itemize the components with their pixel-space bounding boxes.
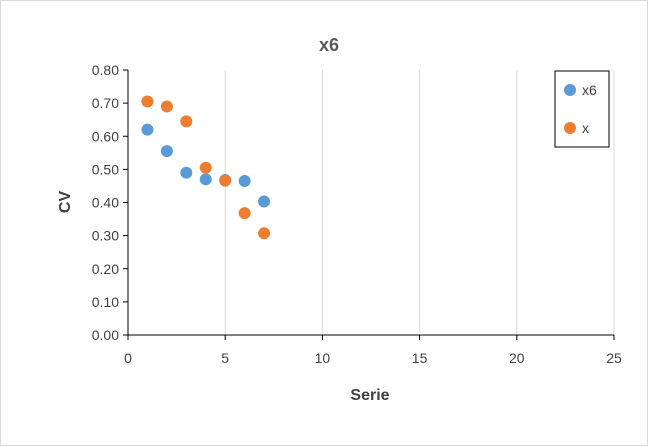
x-axis-title: Serie: [350, 387, 389, 404]
y-tick-labels: 0.00 0.10 0.20 0.30 0.40 0.50 0.60 0.70 0.80: [92, 62, 119, 343]
data-point-series-2: [160, 100, 173, 113]
data-point-series-2: [238, 207, 251, 220]
data-point-series-1: [180, 166, 193, 179]
data-point-series-1: [141, 123, 154, 136]
x-tick-label: 10: [315, 350, 331, 366]
legend-label: x6: [582, 82, 597, 98]
x-tick-label: 20: [509, 350, 525, 366]
data-point-series-2: [219, 174, 232, 187]
x-tick-label: 15: [412, 350, 428, 366]
x-tick-label: 0: [124, 350, 132, 366]
x-tick-label: 25: [606, 350, 622, 366]
x-tick-labels: 0 5 10 15 20 25: [124, 350, 622, 366]
chart-title: x6: [319, 35, 339, 55]
data-point-series-2: [180, 115, 193, 128]
data-points: [141, 95, 271, 240]
axes: [123, 69, 615, 340]
y-tick-label: 0.10: [92, 294, 119, 310]
y-tick-label: 0.20: [92, 261, 119, 277]
legend-marker: [564, 84, 576, 96]
y-tick-label: 0.30: [92, 228, 119, 244]
data-point-series-1: [199, 173, 212, 186]
gridlines: [224, 70, 615, 335]
x-tick-label: 5: [221, 350, 229, 366]
legend-label: x: [582, 120, 589, 136]
data-point-series-1: [258, 195, 271, 208]
legend-marker: [564, 122, 576, 134]
data-point-series-2: [199, 161, 212, 174]
y-tick-label: 0.80: [92, 62, 119, 78]
y-tick-label: 0.70: [92, 95, 119, 111]
data-point-series-1: [238, 174, 251, 187]
y-tick-label: 0.50: [92, 161, 119, 177]
y-tick-label: 0.40: [92, 195, 119, 211]
y-tick-label: 0.00: [92, 327, 119, 343]
data-point-series-1: [160, 145, 173, 158]
data-point-series-2: [141, 95, 154, 108]
legend: x6 x: [554, 70, 610, 148]
y-tick-label: 0.60: [92, 128, 119, 144]
data-point-series-2: [258, 227, 271, 240]
legend-box: [554, 70, 610, 148]
y-axis-title: CV: [57, 191, 74, 214]
